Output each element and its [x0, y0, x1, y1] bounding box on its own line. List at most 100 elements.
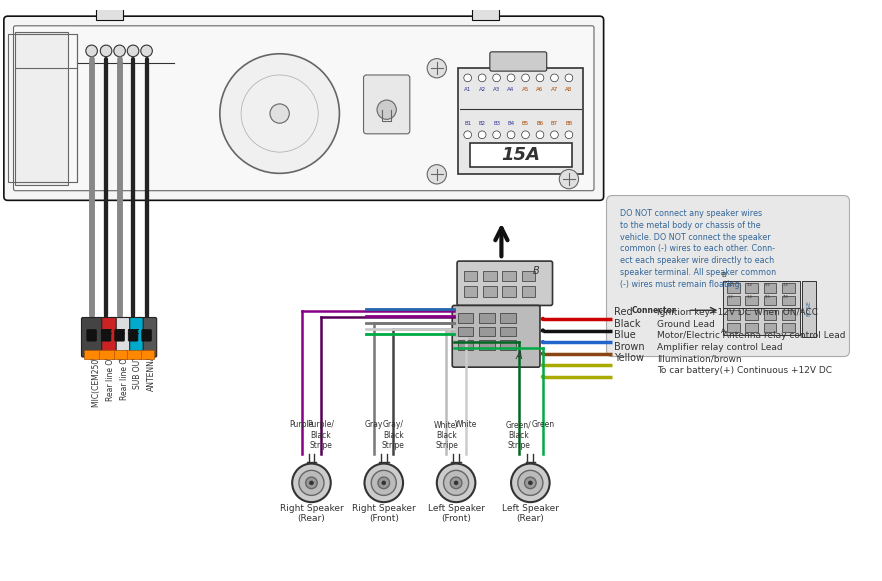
Bar [458, 340, 474, 350]
Text: Blue: Blue [614, 330, 636, 340]
Text: DO NOT connect any speaker wires
to the metal body or chassis of the
vehicle. DO: DO NOT connect any speaker wires to the … [620, 209, 776, 289]
Bar [479, 340, 495, 350]
Bar [782, 323, 795, 332]
Bar [479, 313, 495, 323]
Circle shape [382, 481, 385, 485]
Text: Purple: Purple [289, 420, 314, 429]
Circle shape [310, 481, 313, 485]
Circle shape [521, 74, 529, 82]
Circle shape [454, 481, 458, 485]
Text: Amplifier relay control Lead: Amplifier relay control Lead [657, 343, 782, 352]
Bar [469, 144, 572, 167]
Circle shape [525, 477, 536, 489]
Text: 1|2: 1|2 [728, 295, 734, 299]
Text: White/
Black
Stripe: White/ Black Stripe [434, 420, 459, 450]
Text: Brown: Brown [614, 342, 645, 352]
Text: Motor/Electric Antenna relay control Lead: Motor/Electric Antenna relay control Lea… [657, 331, 845, 340]
Circle shape [299, 471, 324, 496]
FancyBboxPatch shape [115, 329, 124, 341]
Bar [99, 350, 114, 360]
Circle shape [292, 464, 331, 502]
Circle shape [542, 317, 544, 320]
Text: B: B [533, 266, 540, 276]
Text: B3: B3 [493, 121, 500, 125]
Text: Ignition key+12V DC When ON/ACC: Ignition key+12V DC When ON/ACC [657, 308, 818, 317]
FancyBboxPatch shape [128, 329, 138, 341]
Text: MIC(CEM250 only): MIC(CEM250 only) [92, 337, 101, 407]
Circle shape [542, 375, 544, 378]
Text: FUSE: FUSE [806, 300, 811, 316]
Circle shape [86, 45, 97, 57]
Text: B: B [721, 272, 726, 278]
Text: Illumination/brown: Illumination/brown [657, 354, 741, 363]
Bar [475, 0, 497, 5]
Circle shape [536, 131, 544, 139]
Bar [100, 0, 121, 5]
FancyBboxPatch shape [13, 26, 594, 191]
Bar [745, 310, 758, 320]
Circle shape [444, 471, 468, 496]
Bar [503, 271, 516, 281]
Bar [479, 327, 495, 336]
FancyBboxPatch shape [86, 329, 96, 341]
Text: White: White [454, 420, 477, 429]
Text: Green/
Black
Stripe: Green/ Black Stripe [506, 420, 532, 450]
Text: A6: A6 [536, 87, 543, 92]
FancyBboxPatch shape [137, 317, 157, 357]
Text: 3|4: 3|4 [746, 295, 752, 299]
Bar [473, 3, 499, 20]
Bar [764, 284, 776, 293]
Text: Black: Black [614, 318, 640, 329]
Circle shape [518, 471, 543, 496]
Text: Right Speaker
(Rear): Right Speaker (Rear) [280, 504, 343, 523]
Bar [138, 350, 154, 360]
Circle shape [270, 104, 289, 123]
Circle shape [542, 340, 544, 343]
FancyBboxPatch shape [96, 317, 116, 357]
Text: A8: A8 [565, 87, 572, 92]
Circle shape [493, 131, 500, 139]
Circle shape [114, 45, 125, 57]
Circle shape [478, 131, 486, 139]
Text: A7: A7 [551, 87, 558, 92]
Bar [84, 350, 100, 360]
Text: B6: B6 [536, 121, 543, 125]
Text: To car battery(+) Continuous +12V DC: To car battery(+) Continuous +12V DC [657, 366, 832, 375]
Circle shape [757, 309, 766, 319]
Bar [458, 327, 474, 336]
Circle shape [127, 45, 138, 57]
Bar [500, 313, 516, 323]
Bar [782, 296, 795, 306]
Bar [782, 284, 795, 293]
Circle shape [536, 74, 544, 82]
Text: 7|8: 7|8 [783, 282, 789, 286]
Circle shape [464, 131, 472, 139]
Bar [96, 3, 123, 20]
Circle shape [521, 131, 529, 139]
Text: 7|8: 7|8 [783, 295, 789, 299]
Text: B1: B1 [464, 121, 471, 125]
Text: Right Speaker
(Front): Right Speaker (Front) [352, 504, 415, 523]
Circle shape [559, 170, 579, 189]
FancyBboxPatch shape [490, 52, 547, 71]
Bar [112, 350, 127, 360]
Circle shape [427, 59, 446, 78]
Circle shape [565, 74, 572, 82]
Text: 5|6: 5|6 [765, 282, 770, 286]
Bar [745, 296, 758, 306]
Circle shape [507, 131, 515, 139]
Circle shape [437, 464, 475, 502]
Text: ANTENNA: ANTENNA [146, 353, 155, 390]
Text: Gray: Gray [365, 420, 384, 429]
Circle shape [451, 477, 462, 489]
Text: A2: A2 [479, 87, 486, 92]
Bar [483, 286, 497, 297]
Text: Connector: Connector [632, 306, 676, 315]
Circle shape [141, 45, 153, 57]
Circle shape [371, 471, 396, 496]
Text: A4: A4 [507, 87, 515, 92]
Circle shape [507, 74, 515, 82]
FancyBboxPatch shape [457, 261, 552, 306]
Circle shape [542, 329, 544, 332]
Bar [500, 340, 516, 350]
